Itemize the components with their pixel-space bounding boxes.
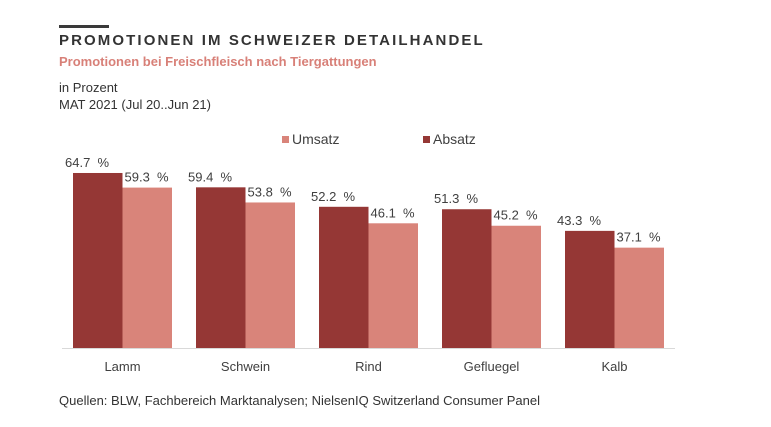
- bar-umsatz-kalb: [614, 247, 664, 348]
- data-labels: 64.7 % 59.3 % 59.4 % 53.8 % 52.2 % 46.1 % 51.3…: [65, 155, 661, 245]
- bar-umsatz-gefluegel: [491, 225, 541, 348]
- legend: Umsatz Absatz: [282, 131, 476, 147]
- legend-label-umsatz: Umsatz: [292, 131, 339, 147]
- bar-umsatz-lamm: [122, 187, 172, 348]
- period-label: MAT 2021 (Jul 20..Jun 21): [59, 97, 211, 112]
- bar-umsatz-schwein: [245, 202, 295, 348]
- x-tick-label-kalb: Kalb: [601, 359, 627, 374]
- legend-swatch-absatz: [423, 136, 430, 143]
- data-label-umsatz-rind: 46.1 %: [371, 205, 416, 220]
- data-label-umsatz-lamm: 59.3 %: [125, 170, 170, 185]
- x-tick-label-rind: Rind: [355, 359, 382, 374]
- bar-umsatz-rind: [368, 223, 418, 348]
- legend-swatch-umsatz: [282, 136, 289, 143]
- source-note: Quellen: BLW, Fachbereich Marktanalysen;…: [59, 393, 540, 408]
- bar-absatz-lamm: [73, 172, 123, 348]
- chart-subtitle: Promotionen bei Freischfleisch nach Tier…: [59, 54, 377, 69]
- data-label-umsatz-gefluegel: 45.2 %: [494, 208, 539, 223]
- bar-absatz-gefluegel: [442, 209, 492, 348]
- bar-absatz-kalb: [565, 230, 615, 348]
- data-label-absatz-kalb: 43.3 %: [557, 213, 602, 228]
- data-label-umsatz-schwein: 53.8 %: [248, 184, 293, 199]
- unit-label: in Prozent: [59, 80, 118, 95]
- bar-absatz-rind: [319, 206, 369, 348]
- x-tick-label-schwein: Schwein: [221, 359, 270, 374]
- data-label-absatz-gefluegel: 51.3 %: [434, 191, 479, 206]
- data-label-umsatz-kalb: 37.1 %: [617, 230, 662, 245]
- x-tick-label-gefluegel: Gefluegel: [464, 359, 520, 374]
- x-tick-label-lamm: Lamm: [104, 359, 140, 374]
- data-label-absatz-rind: 52.2 %: [311, 189, 356, 204]
- bars: [73, 172, 664, 348]
- data-label-absatz-schwein: 59.4 %: [188, 169, 233, 184]
- title-accent-rule: [59, 25, 109, 28]
- legend-label-absatz: Absatz: [433, 131, 476, 147]
- data-label-absatz-lamm: 64.7 %: [65, 155, 110, 170]
- chart-title: PROMOTIONEN IM SCHWEIZER DETAILHANDEL: [59, 32, 485, 49]
- x-axis-tick-labels: Lamm Schwein Rind Gefluegel Kalb: [104, 359, 627, 374]
- bar-absatz-schwein: [196, 187, 246, 348]
